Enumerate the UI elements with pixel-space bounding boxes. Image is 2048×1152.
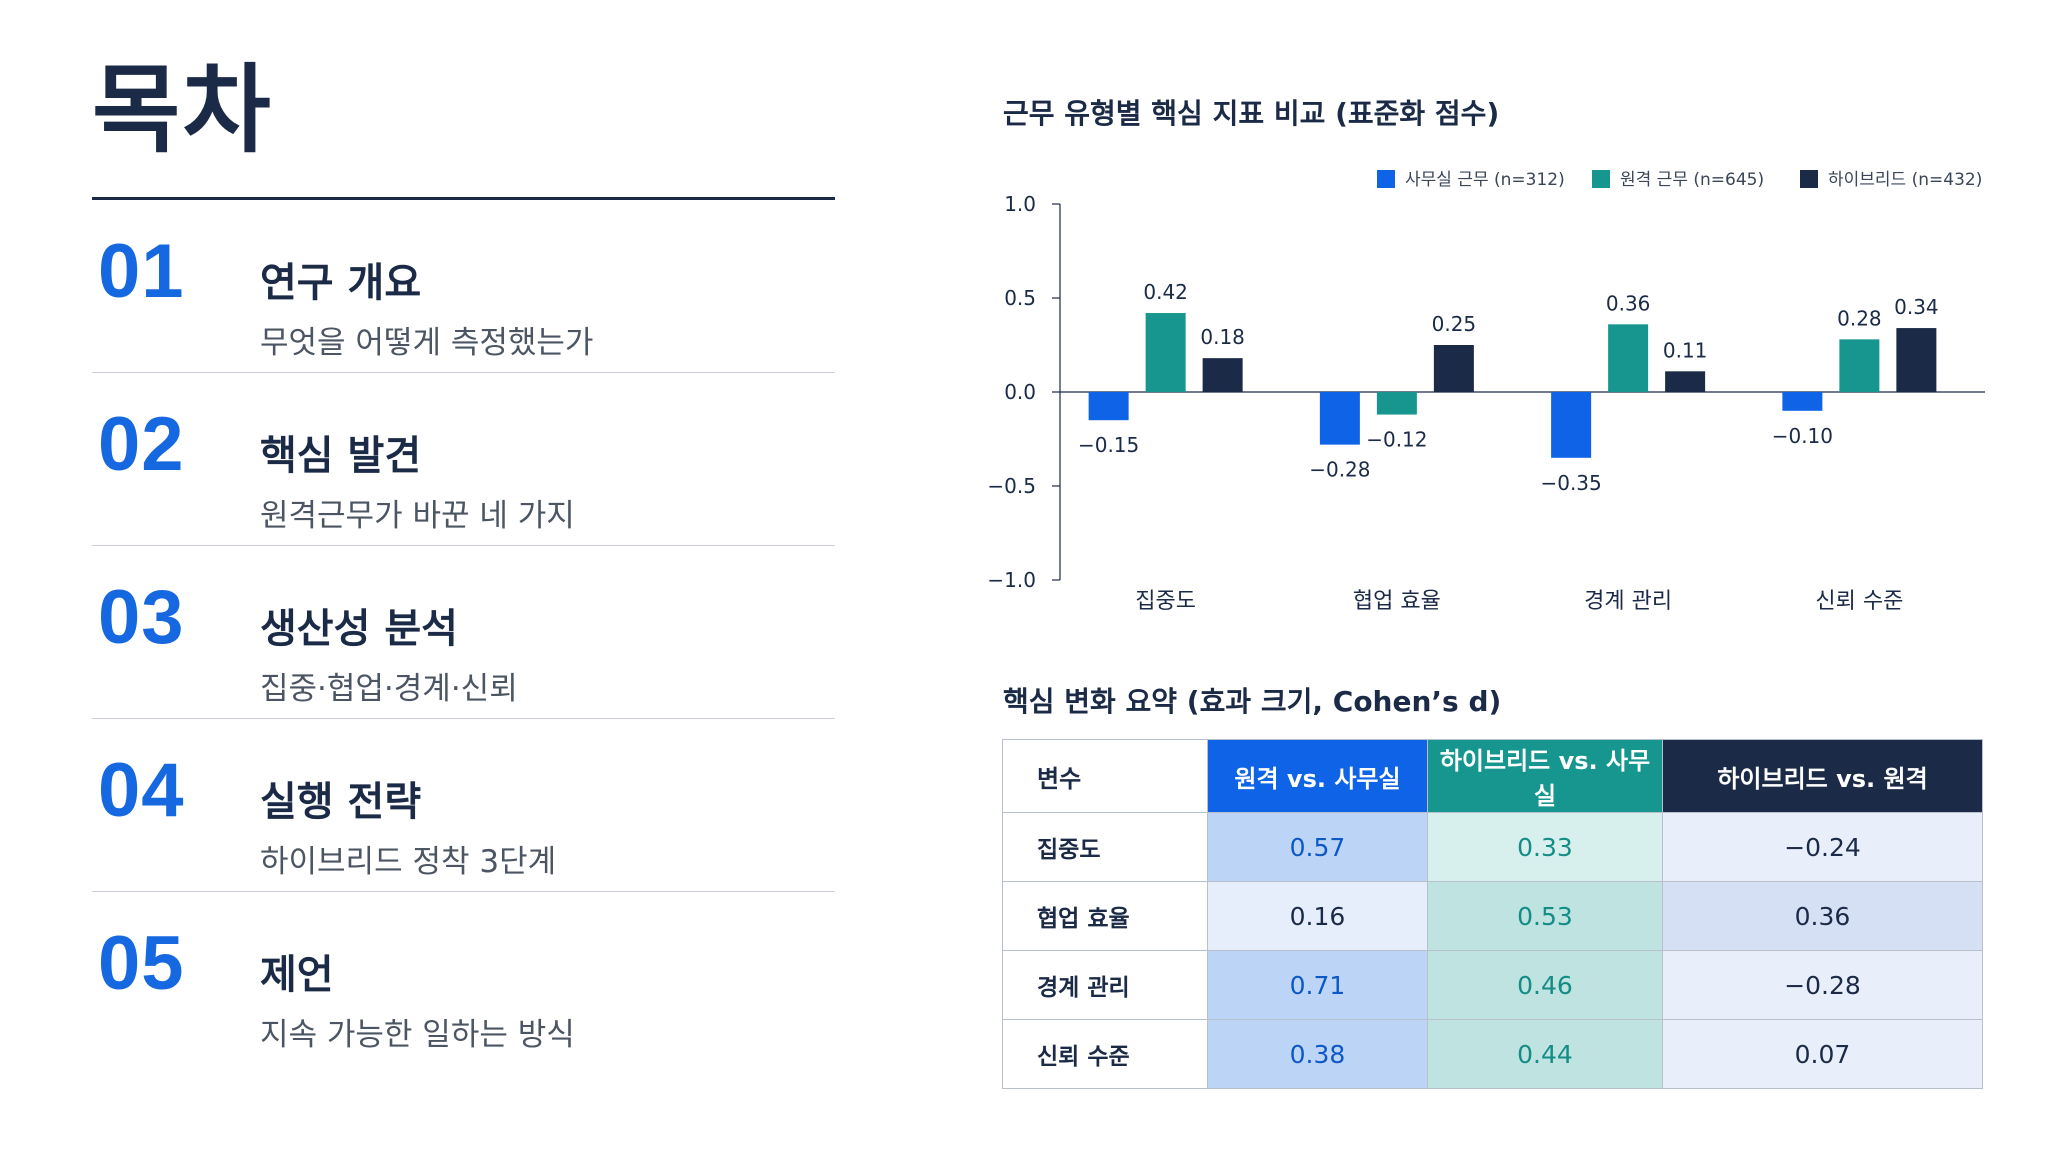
legend-swatch bbox=[1377, 170, 1395, 188]
bar bbox=[1202, 358, 1243, 392]
data-label: 0.36 bbox=[1606, 291, 1651, 315]
toc-title: 생산성 분석 bbox=[260, 606, 458, 652]
toc-title: 핵심 발견 bbox=[260, 433, 422, 479]
legend-swatch bbox=[1592, 170, 1610, 188]
table-title: 핵심 변화 요약 (효과 크기, Cohen’s d) bbox=[1003, 685, 1502, 718]
toc-subtitle: 집중·협업·경계·신뢰 bbox=[260, 671, 518, 707]
row-label: 협업 효율 bbox=[1002, 881, 1208, 951]
y-tick-label: 1.0 bbox=[1004, 192, 1036, 216]
toc-subtitle: 원격근무가 바꾼 네 가지 bbox=[260, 498, 575, 534]
data-label: 0.34 bbox=[1894, 295, 1939, 319]
toc-number: 03 bbox=[98, 575, 185, 660]
bar bbox=[1145, 313, 1186, 392]
data-label: −0.28 bbox=[1309, 458, 1370, 482]
row-label: 경계 관리 bbox=[1002, 950, 1208, 1020]
bar bbox=[1608, 324, 1649, 392]
toc-item-03[interactable]: 03 생산성 분석 집중·협업·경계·신뢰 bbox=[92, 546, 835, 719]
data-label: −0.35 bbox=[1540, 471, 1601, 495]
data-label: 0.25 bbox=[1432, 312, 1477, 336]
toc-item-01[interactable]: 01 연구 개요 무엇을 어떻게 측정했는가 bbox=[92, 200, 835, 373]
table-cell: 0.53 bbox=[1427, 881, 1663, 951]
toc-item-05[interactable]: 05 제언 지속 가능한 일하는 방식 bbox=[92, 892, 835, 1064]
toc-item-02[interactable]: 02 핵심 발견 원격근무가 바꾼 네 가지 bbox=[92, 373, 835, 546]
bar bbox=[1319, 392, 1360, 445]
bar bbox=[1665, 371, 1706, 392]
bar bbox=[1376, 392, 1417, 415]
y-tick-label: 0.5 bbox=[1004, 286, 1036, 310]
y-tick-label: −1.0 bbox=[987, 568, 1036, 592]
table-cell: 0.16 bbox=[1207, 881, 1428, 951]
bar-chart: 1.0 0.5 0.0 −0.5 −1.0 −0.15 0.42 0.18 집중도 −0.28 −0… bbox=[987, 170, 1985, 614]
table-header-row: 변수 원격 vs. 사무실 하이브리드 vs. 사무실 하이브리드 vs. 원격 bbox=[1002, 739, 1983, 813]
toc-title: 제언 bbox=[260, 952, 334, 998]
table-cell: 0.71 bbox=[1207, 950, 1428, 1020]
toc-number: 05 bbox=[98, 921, 185, 1006]
title-divider bbox=[92, 197, 835, 200]
legend-label: 원격 근무 (n=645) bbox=[1620, 170, 1764, 190]
bar bbox=[1088, 392, 1129, 421]
table-cell: −0.28 bbox=[1662, 950, 1983, 1020]
table-header-hybrid-vs-office: 하이브리드 vs. 사무실 bbox=[1427, 739, 1663, 813]
data-label: 0.42 bbox=[1143, 280, 1188, 304]
table-header-remote-vs-office: 원격 vs. 사무실 bbox=[1207, 739, 1428, 813]
y-tick-label: −0.5 bbox=[987, 474, 1036, 498]
table-cell: 0.36 bbox=[1662, 881, 1983, 951]
x-tick-label: 경계 관리 bbox=[1584, 589, 1672, 614]
toc-number: 04 bbox=[98, 748, 185, 833]
table-cell: 0.33 bbox=[1427, 812, 1663, 882]
toc-number: 01 bbox=[98, 229, 185, 314]
table-row: 협업 효율 0.16 0.53 0.36 bbox=[1002, 881, 1983, 951]
table-cell: 0.44 bbox=[1427, 1019, 1663, 1089]
data-label: −0.12 bbox=[1366, 428, 1427, 452]
toc-subtitle: 지속 가능한 일하는 방식 bbox=[260, 1017, 575, 1053]
toc-item-04[interactable]: 04 실행 전략 하이브리드 정착 3단계 bbox=[92, 719, 835, 892]
toc-number: 02 bbox=[98, 402, 185, 487]
x-tick-label: 신뢰 수준 bbox=[1815, 589, 1903, 614]
y-tick-label: 0.0 bbox=[1004, 380, 1036, 404]
row-label: 집중도 bbox=[1002, 812, 1208, 882]
legend-label: 하이브리드 (n=432) bbox=[1828, 170, 1982, 190]
legend-swatch bbox=[1800, 170, 1818, 188]
bar bbox=[1839, 339, 1880, 392]
bar bbox=[1782, 392, 1823, 411]
table-row: 경계 관리 0.71 0.46 −0.28 bbox=[1002, 950, 1983, 1020]
bar bbox=[1551, 392, 1592, 458]
bar bbox=[1896, 328, 1937, 392]
data-label: 0.28 bbox=[1837, 306, 1882, 330]
bar bbox=[1433, 345, 1474, 392]
toc-title: 연구 개요 bbox=[260, 260, 422, 306]
x-tick-label: 집중도 bbox=[1135, 589, 1196, 614]
table-of-contents: 01 연구 개요 무엇을 어떻게 측정했는가 02 핵심 발견 원격근무가 바꾼… bbox=[92, 200, 835, 1064]
table-cell: 0.07 bbox=[1662, 1019, 1983, 1089]
data-label: 0.11 bbox=[1663, 338, 1708, 362]
table-cell: 0.57 bbox=[1207, 812, 1428, 882]
table-header-variable: 변수 bbox=[1002, 739, 1208, 813]
effect-size-table: 변수 원격 vs. 사무실 하이브리드 vs. 사무실 하이브리드 vs. 원격… bbox=[1002, 739, 1983, 1089]
row-label: 신뢰 수준 bbox=[1002, 1019, 1208, 1089]
table-cell: 0.38 bbox=[1207, 1019, 1428, 1089]
table-cell: −0.24 bbox=[1662, 812, 1983, 882]
data-label: 0.18 bbox=[1200, 325, 1245, 349]
data-label: −0.15 bbox=[1078, 433, 1139, 457]
toc-subtitle: 무엇을 어떻게 측정했는가 bbox=[260, 325, 594, 361]
page-title: 목차 bbox=[92, 54, 273, 166]
chart-title: 근무 유형별 핵심 지표 비교 (표준화 점수) bbox=[1003, 97, 1500, 130]
table-row: 신뢰 수준 0.38 0.44 0.07 bbox=[1002, 1019, 1983, 1089]
toc-subtitle: 하이브리드 정착 3단계 bbox=[260, 844, 557, 880]
data-label: −0.10 bbox=[1772, 424, 1833, 448]
x-tick-label: 협업 효율 bbox=[1353, 589, 1441, 614]
table-row: 집중도 0.57 0.33 −0.24 bbox=[1002, 812, 1983, 882]
table-header-hybrid-vs-remote: 하이브리드 vs. 원격 bbox=[1662, 739, 1983, 813]
legend-label: 사무실 근무 (n=312) bbox=[1405, 170, 1565, 190]
toc-title: 실행 전략 bbox=[260, 779, 422, 825]
table-cell: 0.46 bbox=[1427, 950, 1663, 1020]
